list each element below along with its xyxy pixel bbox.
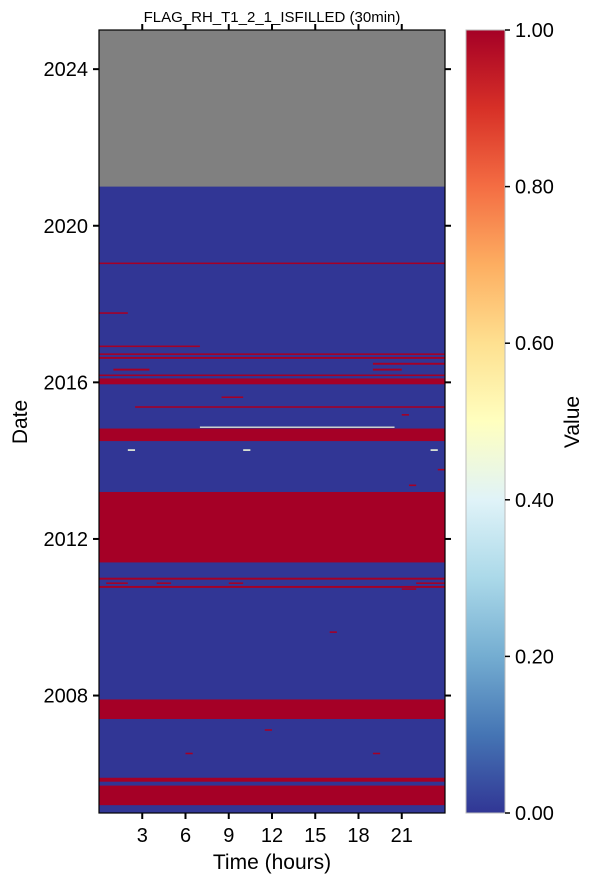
colorbar: 0.00 0.20 0.40 0.60 0.80 1.00 Value: [465, 20, 584, 825]
heatmap-cell: [99, 577, 445, 580]
y-tick-label: 2024: [44, 59, 89, 81]
heatmap-cell: [199, 426, 395, 428]
heatmap-cell: [408, 484, 417, 487]
heatmap-cell: [99, 585, 445, 588]
heatmap-cell: [243, 449, 251, 451]
y-axis-label: Date: [9, 400, 32, 444]
heatmap-cell: [99, 491, 445, 563]
heatmap-cell: [401, 588, 417, 590]
colorbar-tick-label: 1.00: [515, 20, 554, 42]
colorbar-tick-label: 0.20: [515, 646, 554, 668]
heatmap-cell: [99, 785, 445, 806]
y-tick-label: 2020: [44, 216, 89, 238]
colorbar-label: Value: [561, 396, 584, 448]
heatmap-cell: [372, 752, 381, 755]
heatmap-cell: [99, 345, 200, 348]
y-tick-label: 2016: [44, 372, 89, 394]
heatmap-cell: [106, 582, 128, 584]
x-axis: 3 6 9 12 15 18 21: [137, 24, 413, 847]
x-tick-label: 6: [180, 825, 191, 847]
x-tick-label: 9: [223, 825, 234, 847]
heatmap-cell: [127, 449, 136, 451]
heatmap-cell: [99, 262, 445, 265]
heatmap-cell: [264, 729, 272, 731]
heatmap-cell: [221, 396, 244, 399]
heatmap-cell: [99, 312, 128, 314]
x-tick-label: 18: [347, 825, 369, 847]
heatmap-cell: [99, 353, 445, 355]
heatmap-cell: [135, 406, 445, 408]
missing-data-region: [99, 30, 445, 187]
heatmap-cell: [372, 362, 445, 365]
y-tick-label: 2012: [44, 529, 89, 551]
y-tick-label: 2008: [44, 686, 89, 708]
heatmap-cells: [99, 30, 445, 806]
heatmap-cell: [99, 374, 445, 377]
heatmap-cell: [99, 777, 445, 782]
x-tick-label: 3: [137, 825, 148, 847]
heatmap-cell: [185, 752, 193, 755]
heatmap-cell: [401, 414, 409, 416]
x-tick-label: 15: [304, 825, 326, 847]
heatmap-cell: [329, 631, 337, 633]
colorbar-ticks: 0.00 0.20 0.40 0.60 0.80 1.00: [505, 20, 554, 825]
plot-area: [98, 29, 446, 814]
y-axis: 2008 2012 2016 2020 2024: [44, 59, 451, 708]
chart-title: FLAG_RH_T1_2_1_ISFILLED (30min): [144, 9, 401, 26]
heatmap-cell: [437, 468, 445, 471]
heatmap-cell: [99, 378, 445, 385]
colorbar-tick-label: 0.40: [515, 490, 554, 512]
x-tick-label: 21: [391, 825, 413, 847]
colorbar-gradient: [465, 29, 506, 814]
heatmap-cell: [156, 582, 172, 584]
heatmap-cell: [113, 368, 150, 371]
heatmap-cell: [228, 582, 244, 584]
colorbar-tick-label: 0.80: [515, 177, 554, 199]
colorbar-tick-label: 0.00: [515, 803, 554, 825]
heatmap-cell: [99, 356, 445, 359]
x-tick-label: 12: [261, 825, 283, 847]
heatmap-cell: [99, 699, 445, 720]
heatmap-cell: [416, 582, 445, 584]
x-axis-label: Time (hours): [213, 851, 331, 874]
heatmap-cell: [99, 428, 445, 442]
colorbar-tick-label: 0.60: [515, 333, 554, 355]
heatmap-cell: [430, 449, 438, 451]
heatmap-cell: [372, 368, 402, 371]
